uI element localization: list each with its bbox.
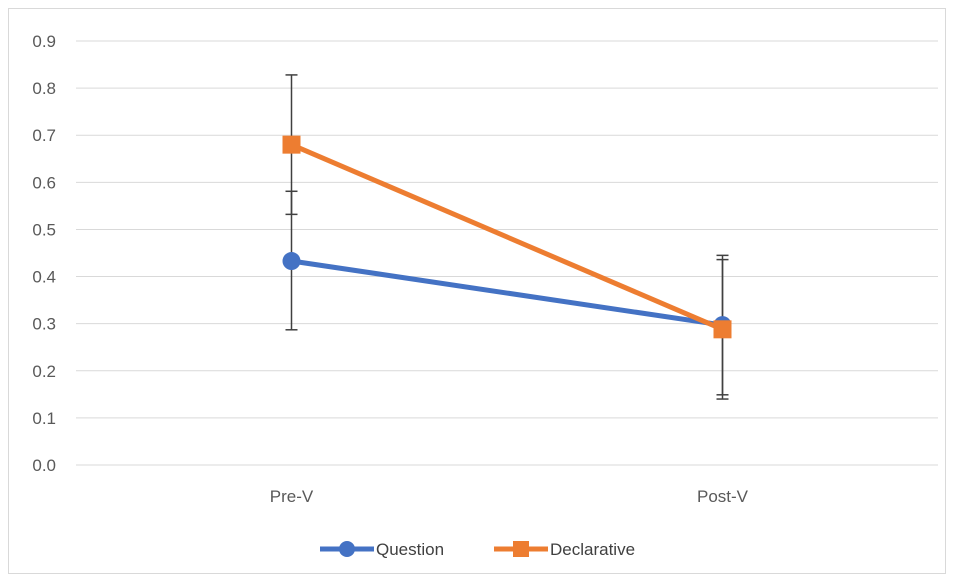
y-tick-label: 0.9 bbox=[32, 32, 56, 51]
legend-item-declarative: Declarative bbox=[494, 540, 635, 559]
series-line-declarative bbox=[290, 142, 724, 332]
series-line-question bbox=[291, 258, 723, 328]
legend: Question Declarative bbox=[320, 540, 635, 559]
y-tick-label: 0.2 bbox=[32, 362, 56, 381]
x-tick-label: Post-V bbox=[697, 487, 749, 506]
data-markers bbox=[282, 135, 732, 339]
y-tick-label: 0.1 bbox=[32, 409, 56, 428]
data-point-declarative bbox=[713, 320, 732, 339]
y-tick-label: 0.3 bbox=[32, 315, 56, 334]
y-tick-label: 0.8 bbox=[32, 79, 56, 98]
y-tick-label: 0.6 bbox=[32, 173, 56, 192]
x-axis-tick-labels: Pre-V Post-V bbox=[270, 487, 749, 506]
y-tick-label: 0.5 bbox=[32, 220, 56, 239]
legend-marker bbox=[513, 541, 529, 557]
data-point-question bbox=[282, 252, 301, 271]
legend-label: Declarative bbox=[550, 540, 635, 559]
data-point-declarative bbox=[282, 135, 301, 154]
x-tick-label: Pre-V bbox=[270, 487, 314, 506]
series-lines bbox=[290, 142, 724, 332]
y-axis-tick-labels: 0.0 0.1 0.2 0.3 0.4 0.5 0.6 0.7 0.8 0.9 bbox=[32, 32, 56, 475]
y-tick-label: 0.7 bbox=[32, 126, 56, 145]
legend-marker bbox=[339, 541, 355, 557]
y-tick-label: 0.0 bbox=[32, 456, 56, 475]
legend-label: Question bbox=[376, 540, 444, 559]
y-tick-label: 0.4 bbox=[32, 268, 56, 287]
gridlines bbox=[76, 40, 938, 466]
legend-item-question: Question bbox=[320, 540, 444, 559]
